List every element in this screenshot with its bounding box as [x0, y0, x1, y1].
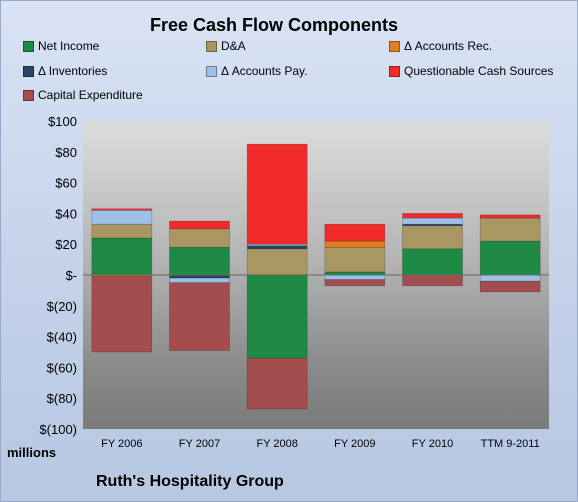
- legend-label: Net Income: [38, 39, 100, 53]
- legend-label: Δ Inventories: [38, 64, 108, 78]
- bar-segment: [169, 277, 230, 283]
- bar-stacks: [91, 143, 541, 410]
- chart-title: Free Cash Flow Components: [149, 15, 399, 35]
- bar-segment: [324, 223, 386, 242]
- x-axis: FY 2006 FY 2007 FY 2008 FY 2009 FY 2010 TTM 9…: [101, 438, 540, 450]
- bar-segment: [91, 210, 153, 225]
- x-tick-label: FY 2007: [179, 438, 220, 450]
- y-tick-label: $80: [55, 145, 77, 160]
- bar-segment: [324, 240, 386, 248]
- y-tick-label: $(20): [47, 299, 77, 314]
- bar-segment: [246, 143, 308, 245]
- bar-segment: [479, 240, 541, 276]
- bar-segment: [324, 279, 386, 287]
- legend-swatch: [389, 65, 400, 77]
- legend-item-accounts-pay: Δ Accounts Pay.: [206, 64, 308, 78]
- bar-segment: [169, 228, 230, 248]
- y-tick-label: $-: [65, 268, 77, 283]
- legend-item-net-income: Net Income: [23, 39, 99, 53]
- bar-segment: [91, 208, 153, 211]
- bar-segment: [479, 274, 541, 282]
- y-tick-label: $(60): [47, 360, 77, 375]
- bar-segment: [479, 280, 541, 293]
- legend-swatch: [23, 65, 34, 77]
- bar-segment: [91, 237, 153, 276]
- x-tick-label: FY 2008: [256, 438, 297, 450]
- bar-segment: [479, 214, 541, 219]
- legend-item-questionable-cash: Questionable Cash Sources: [389, 64, 553, 78]
- x-tick-label: TTM 9-2011: [481, 438, 540, 450]
- bar-segment: [324, 274, 386, 280]
- legend-swatch: [23, 40, 34, 52]
- legend-item-inventories: Δ Inventories: [23, 64, 107, 78]
- legend-label: Δ Accounts Rec.: [404, 39, 493, 53]
- y-axis: $100 $80 $60 $40 $20 $- $(20) $(40) $(60) $(80) $(…: [39, 114, 77, 437]
- legend-swatch: [389, 40, 400, 52]
- bar-segment: [402, 248, 463, 276]
- y-tick-label: $60: [55, 176, 77, 191]
- bar-segment: [402, 217, 463, 225]
- y-tick-label: $(40): [47, 330, 77, 345]
- x-tick-label: FY 2006: [101, 438, 142, 450]
- legend-label: Δ Accounts Pay.: [221, 64, 308, 78]
- bar-segment: [246, 357, 308, 410]
- bar-segment: [91, 223, 153, 239]
- legend-label: Capital Expenditure: [38, 88, 143, 102]
- bar-segment: [402, 274, 463, 287]
- legend-swatch: [206, 65, 217, 77]
- y-tick-label: $(100): [39, 422, 77, 437]
- bar-segment: [169, 282, 230, 351]
- bar-segment: [246, 248, 308, 276]
- bar-segment: [479, 217, 541, 242]
- company-name: Ruth's Hospitality Group: [96, 473, 284, 490]
- bar-segment: [246, 274, 308, 359]
- x-tick-label: FY 2010: [412, 438, 453, 450]
- bar-segment: [402, 225, 463, 250]
- bar-segment: [324, 246, 386, 273]
- bar-segment: [169, 220, 230, 230]
- legend-item-capex: Capital Expenditure: [23, 88, 143, 102]
- legend-swatch: [206, 40, 217, 52]
- bar-segment: [91, 276, 153, 353]
- y-tick-label: $20: [55, 237, 77, 252]
- y-tick-label: $40: [55, 206, 77, 221]
- legend-label: Questionable Cash Sources: [404, 64, 554, 78]
- bar-segment: [169, 246, 230, 276]
- y-tick-label: $100: [48, 114, 77, 129]
- y-axis-unit: millions: [7, 445, 56, 460]
- bar-segment: [402, 213, 463, 219]
- legend-item-accounts-rec: Δ Accounts Rec.: [389, 39, 492, 53]
- legend-label: D&A: [221, 39, 246, 53]
- y-tick-label: $(80): [47, 391, 77, 406]
- bar-segment: [246, 245, 308, 250]
- legend-item-da: D&A: [206, 39, 246, 53]
- legend-swatch: [23, 89, 34, 101]
- x-tick-label: FY 2009: [334, 438, 375, 450]
